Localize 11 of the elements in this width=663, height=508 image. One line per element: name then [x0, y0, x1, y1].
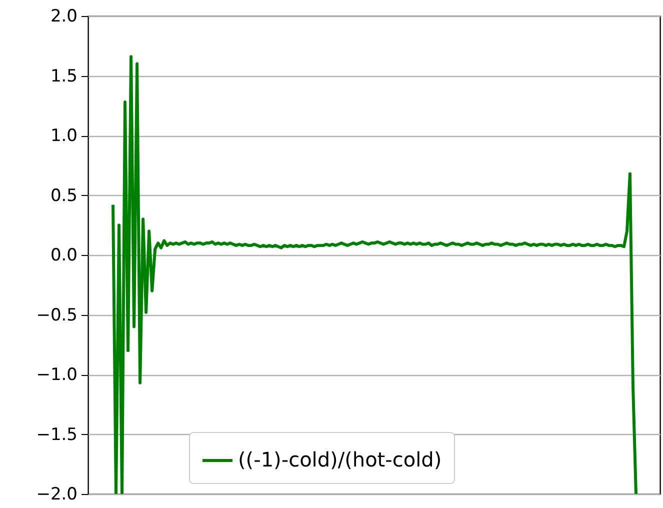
y-tick-label: 2.0	[50, 6, 78, 26]
y-tick-label: 1.0	[50, 126, 78, 146]
y-tick-label: 0.0	[50, 246, 78, 266]
line-series	[112, 55, 638, 494]
y-tick-label: 0.5	[50, 186, 78, 206]
y-tick-label: −2.0	[36, 484, 78, 504]
y-tick-label: −1.0	[36, 365, 78, 385]
legend-label: ((-1)-cold)/(hot-cold)	[238, 448, 442, 472]
y-tick-label: 1.5	[50, 66, 78, 86]
y-tick-label: −0.5	[36, 305, 78, 326]
y-tick-label: −1.5	[36, 424, 78, 445]
